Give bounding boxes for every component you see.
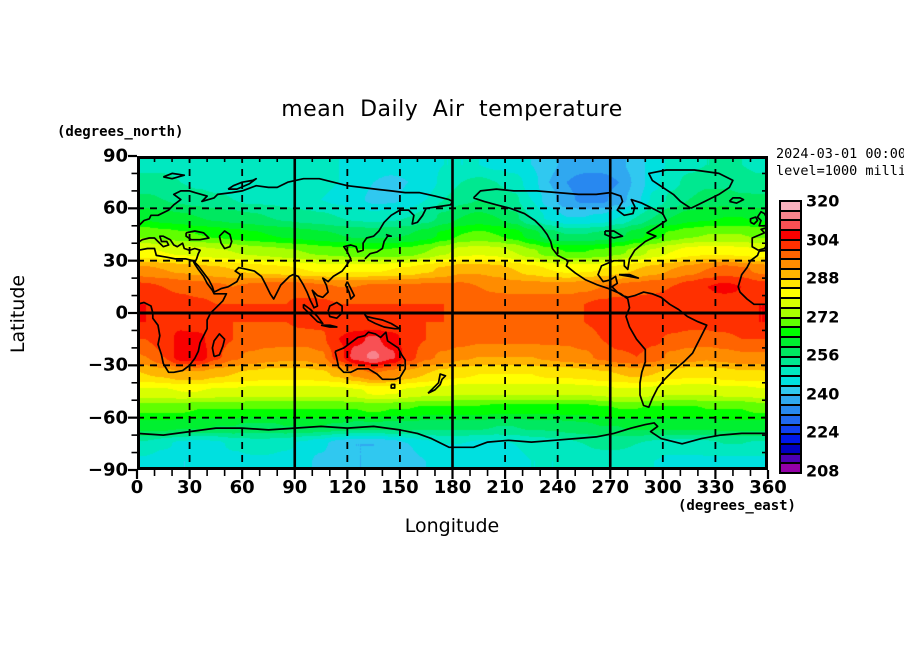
- colorbar: [779, 200, 802, 474]
- coastline-britain: [756, 210, 768, 227]
- colorbar-cell-244: [781, 376, 800, 387]
- colorbar-label-272: 272: [806, 307, 840, 327]
- coastline-madagascar: [211, 333, 226, 358]
- coastline-tasmania: [390, 383, 396, 389]
- colorbar-cell-304: [781, 231, 800, 241]
- coastline-africa: [137, 247, 228, 374]
- colorbar-label-256: 256: [806, 345, 840, 365]
- colorbar-label-208: 208: [806, 461, 840, 481]
- level-label: level=1000 millibars: [776, 163, 904, 179]
- coastline-sumatra: [302, 303, 324, 325]
- y-tick-label-0: 0: [115, 302, 128, 324]
- x-tick-label-150: 150: [381, 477, 419, 498]
- colorbar-label-320: 320: [806, 191, 840, 211]
- colorbar-cell-300: [781, 240, 800, 251]
- x-tick-label-60: 60: [229, 477, 255, 498]
- colorbar-cell-308: [781, 221, 800, 232]
- x-tick-label-180: 180: [433, 477, 472, 498]
- colorbar-label-224: 224: [806, 422, 840, 442]
- coastline-great_lakes: [604, 230, 624, 239]
- coastline-cuba: [618, 273, 640, 279]
- x-tick-label-330: 330: [696, 477, 735, 498]
- colorbar-cell-260: [781, 338, 800, 348]
- y-axis-unit-label: (degrees_north): [57, 124, 184, 140]
- coastline-new_guinea: [364, 313, 401, 330]
- colorbar-cell-296: [781, 250, 800, 261]
- coastline-greenland: [647, 169, 734, 210]
- coastline-australia: [334, 331, 407, 381]
- colorbar-cell-268: [781, 318, 800, 329]
- x-tick-label-240: 240: [538, 477, 577, 498]
- coastline-philippines: [344, 281, 356, 300]
- coastline-black_sea: [185, 230, 210, 241]
- x-tick-label-120: 120: [328, 477, 367, 498]
- map-overlay: [137, 156, 768, 470]
- y-tick-label--30: −30: [87, 354, 128, 376]
- colorbar-cell-252: [781, 357, 800, 368]
- coastline-ireland: [749, 216, 759, 225]
- colorbar-cell-212: [781, 454, 800, 465]
- coastline-iceland: [728, 197, 745, 204]
- colorbar-cell-280: [781, 289, 800, 300]
- x-tick-label-300: 300: [644, 477, 682, 498]
- colorbar-label-288: 288: [806, 268, 840, 288]
- colorbar-cell-228: [781, 415, 800, 426]
- coastline-americas: [472, 188, 708, 409]
- colorbar-label-304: 304: [806, 230, 840, 250]
- colorbar-label-240: 240: [806, 384, 840, 404]
- coastline-novaya_zemlya: [227, 177, 258, 190]
- x-tick-label-0: 0: [130, 477, 144, 498]
- coastline-new_zealand: [427, 373, 447, 394]
- x-axis-unit-label: (degrees_east): [677, 498, 796, 514]
- colorbar-cell-240: [781, 386, 800, 397]
- x-tick-label-360: 360: [749, 477, 787, 498]
- colorbar-cell-276: [781, 299, 800, 309]
- colorbar-cell-272: [781, 308, 800, 319]
- x-tick-label-210: 210: [486, 477, 524, 498]
- colorbar-cell-264: [781, 328, 800, 339]
- colorbar-cell-248: [781, 367, 800, 377]
- coastline-japan: [364, 233, 393, 260]
- colorbar-cell-236: [781, 396, 800, 407]
- map-border: [137, 156, 768, 470]
- colorbar-cell-256: [781, 347, 800, 358]
- coastline-eurasia: [137, 177, 454, 309]
- x-axis-title: Longitude: [404, 515, 500, 537]
- colorbar-cell-216: [781, 444, 800, 455]
- coastline-antarctica: [137, 422, 768, 449]
- y-tick-label-60: 60: [102, 197, 128, 219]
- coastline-java: [320, 324, 338, 328]
- coastline-africa: [737, 249, 768, 306]
- y-tick-label--60: −60: [87, 407, 128, 429]
- colorbar-cell-220: [781, 435, 800, 445]
- colorbar-cell-284: [781, 279, 800, 290]
- colorbar-cell-288: [781, 270, 800, 280]
- coastline-borneo: [327, 301, 343, 320]
- y-tick-label--90: −90: [87, 459, 128, 481]
- colorbar-cell-312: [781, 211, 800, 222]
- x-tick-label-270: 270: [591, 477, 630, 498]
- coastline-caspian_sea: [218, 230, 233, 250]
- coastline-svalbard: [162, 172, 186, 180]
- map-plot-area: [137, 156, 768, 470]
- colorbar-cell-208: [781, 464, 800, 473]
- x-tick-label-90: 90: [282, 477, 308, 498]
- colorbar-cell-224: [781, 425, 800, 436]
- y-tick-label-90: 90: [102, 145, 128, 167]
- y-axis-title: Latitude: [7, 274, 29, 354]
- timestamp-label: 2024-03-01 00:00: [776, 146, 904, 162]
- colorbar-cell-316: [781, 202, 800, 212]
- colorbar-cell-292: [781, 260, 800, 271]
- x-tick-label-30: 30: [177, 477, 203, 498]
- colorbar-cell-232: [781, 406, 800, 416]
- y-tick-label-30: 30: [102, 250, 128, 272]
- chart-title: mean Daily Air temperature: [281, 97, 623, 122]
